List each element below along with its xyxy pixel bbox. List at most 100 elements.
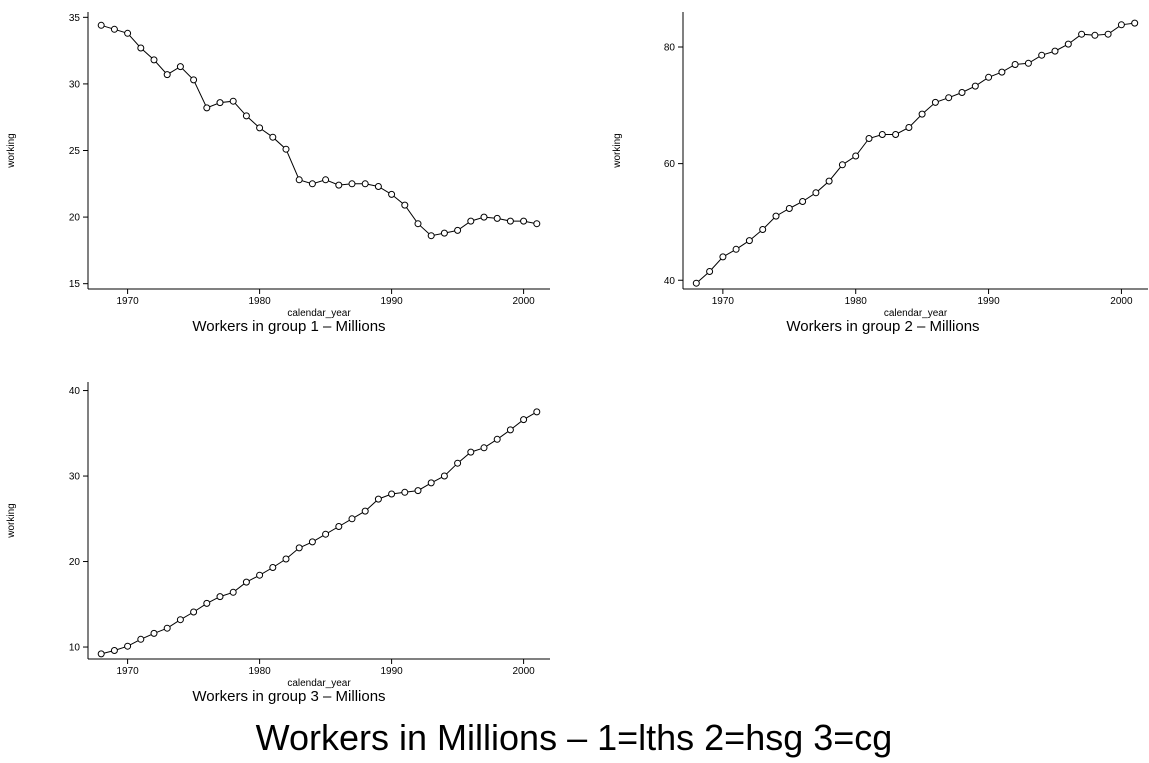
x-axis-label: calendar_year <box>884 308 948 319</box>
data-point <box>918 110 926 118</box>
data-point <box>427 479 435 487</box>
data-point <box>295 176 303 184</box>
data-point <box>878 131 886 138</box>
data-point <box>985 73 993 81</box>
y-tick-label: 40 <box>664 276 676 287</box>
data-point <box>1091 31 1099 39</box>
x-tick-label: 2000 <box>512 296 535 307</box>
data-point <box>1131 19 1139 27</box>
data-point <box>493 435 501 443</box>
data-point <box>388 490 396 498</box>
series-line <box>101 24 537 237</box>
data-point <box>1051 47 1059 55</box>
data-point <box>533 408 541 416</box>
data-point <box>216 593 224 601</box>
data-point <box>97 21 105 29</box>
figure-title: Workers in Millions – 1=lths 2=hsg 3=cg <box>256 717 893 758</box>
x-tick-label: 1980 <box>845 296 868 307</box>
data-point <box>137 635 145 643</box>
data-point <box>785 205 793 212</box>
data-point <box>163 624 171 632</box>
data-point <box>905 124 913 131</box>
chart-panel-2: 40 60 80 1970 1980 1990 2000 calendar_year worki… <box>612 12 1148 335</box>
y-axis-label: working <box>6 133 17 168</box>
data-point <box>295 544 303 552</box>
data-point <box>971 82 979 90</box>
data-point <box>348 180 356 188</box>
chart-panel-1: 15 20 25 30 35 1970 1980 1990 2000 calendar_year w… <box>6 12 550 335</box>
data-point <box>124 29 132 37</box>
data-point <box>467 217 475 225</box>
data-point <box>958 89 966 96</box>
data-point <box>335 181 343 189</box>
data-point <box>533 220 541 228</box>
data-point <box>124 642 132 650</box>
data-point <box>335 523 343 530</box>
data-point <box>229 97 237 105</box>
x-tick-label: 2000 <box>1110 296 1133 307</box>
x-tick-label: 1970 <box>712 296 735 307</box>
data-point <box>852 152 860 160</box>
data-point <box>282 555 290 563</box>
data-point <box>706 268 714 275</box>
data-point <box>931 98 939 106</box>
x-axis-label: calendar_year <box>287 678 351 689</box>
data-point <box>520 416 528 424</box>
data-point <box>480 213 488 221</box>
data-point <box>256 124 264 132</box>
y-tick-label: 20 <box>69 213 81 224</box>
data-point <box>480 444 488 452</box>
data-point <box>242 112 250 120</box>
data-point <box>454 226 462 234</box>
data-point <box>719 253 727 261</box>
y-tick-label: 10 <box>69 643 81 654</box>
data-point <box>506 217 514 225</box>
data-point <box>242 578 250 586</box>
y-tick-label: 30 <box>69 472 81 483</box>
data-point <box>176 616 184 624</box>
data-point <box>401 488 409 496</box>
panel-title: Workers in group 1 – Millions <box>192 318 385 335</box>
data-point <box>216 99 224 107</box>
y-tick-label: 25 <box>69 146 81 157</box>
data-point <box>269 564 277 571</box>
data-point <box>401 201 409 209</box>
data-point <box>361 180 369 188</box>
data-point <box>308 538 316 546</box>
x-tick-label: 2000 <box>512 666 535 677</box>
data-point <box>945 94 953 102</box>
data-point <box>520 217 528 225</box>
data-point <box>745 237 753 245</box>
x-tick-label: 1990 <box>380 296 403 307</box>
data-point <box>150 56 158 64</box>
data-point <box>1024 59 1032 67</box>
data-point <box>414 220 422 228</box>
chart-panel-3: 10 20 30 40 1970 1980 1990 2000 calendar_year wor… <box>6 382 550 705</box>
y-axis-label: working <box>612 133 623 168</box>
y-tick-label: 30 <box>69 79 81 90</box>
x-tick-label: 1970 <box>116 666 139 677</box>
data-point <box>229 588 237 596</box>
x-tick-label: 1990 <box>380 666 403 677</box>
data-point <box>308 180 316 188</box>
data-point <box>759 226 767 233</box>
data-point <box>137 44 145 52</box>
data-point <box>1078 30 1086 38</box>
data-point <box>322 176 330 184</box>
data-point <box>361 507 369 515</box>
data-point <box>374 495 382 503</box>
data-point <box>772 212 780 220</box>
data-point <box>427 232 435 240</box>
data-point <box>282 145 290 153</box>
data-point <box>838 161 846 169</box>
data-point <box>190 608 198 616</box>
y-tick-label: 60 <box>664 159 676 170</box>
data-point <box>414 487 422 495</box>
y-tick-label: 20 <box>69 557 81 568</box>
series-line <box>695 22 1135 284</box>
panel-title: Workers in group 2 – Millions <box>786 318 979 335</box>
data-point <box>506 426 514 434</box>
data-point <box>388 190 396 198</box>
